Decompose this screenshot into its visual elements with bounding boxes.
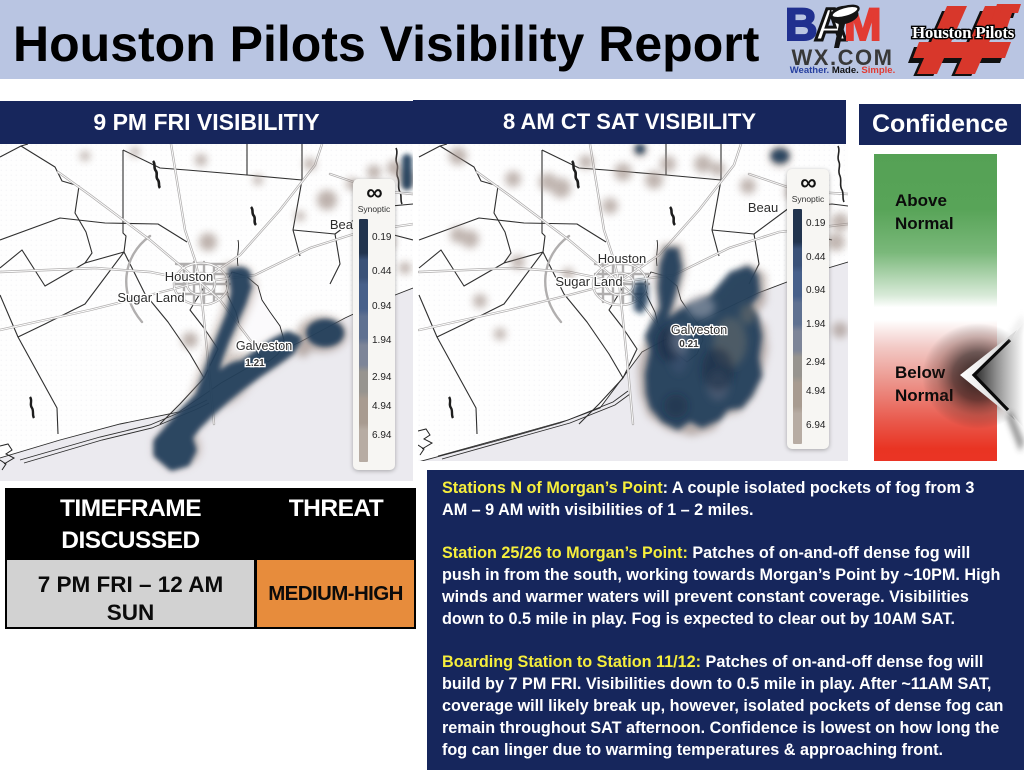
svg-text:Sugar Land: Sugar Land — [555, 274, 622, 289]
svg-text:Houston: Houston — [598, 251, 646, 266]
svg-text:Galveston: Galveston — [236, 339, 292, 353]
svg-text:Houston: Houston — [165, 269, 213, 284]
svg-text:Sugar Land: Sugar Land — [117, 290, 184, 305]
svg-text:0.21: 0.21 — [679, 339, 699, 350]
svg-text:Beau: Beau — [748, 200, 778, 215]
svg-text:1.21: 1.21 — [245, 358, 265, 369]
svg-text:Houston Pilots: Houston Pilots — [912, 23, 1015, 42]
svg-text:Galveston: Galveston — [671, 323, 727, 337]
